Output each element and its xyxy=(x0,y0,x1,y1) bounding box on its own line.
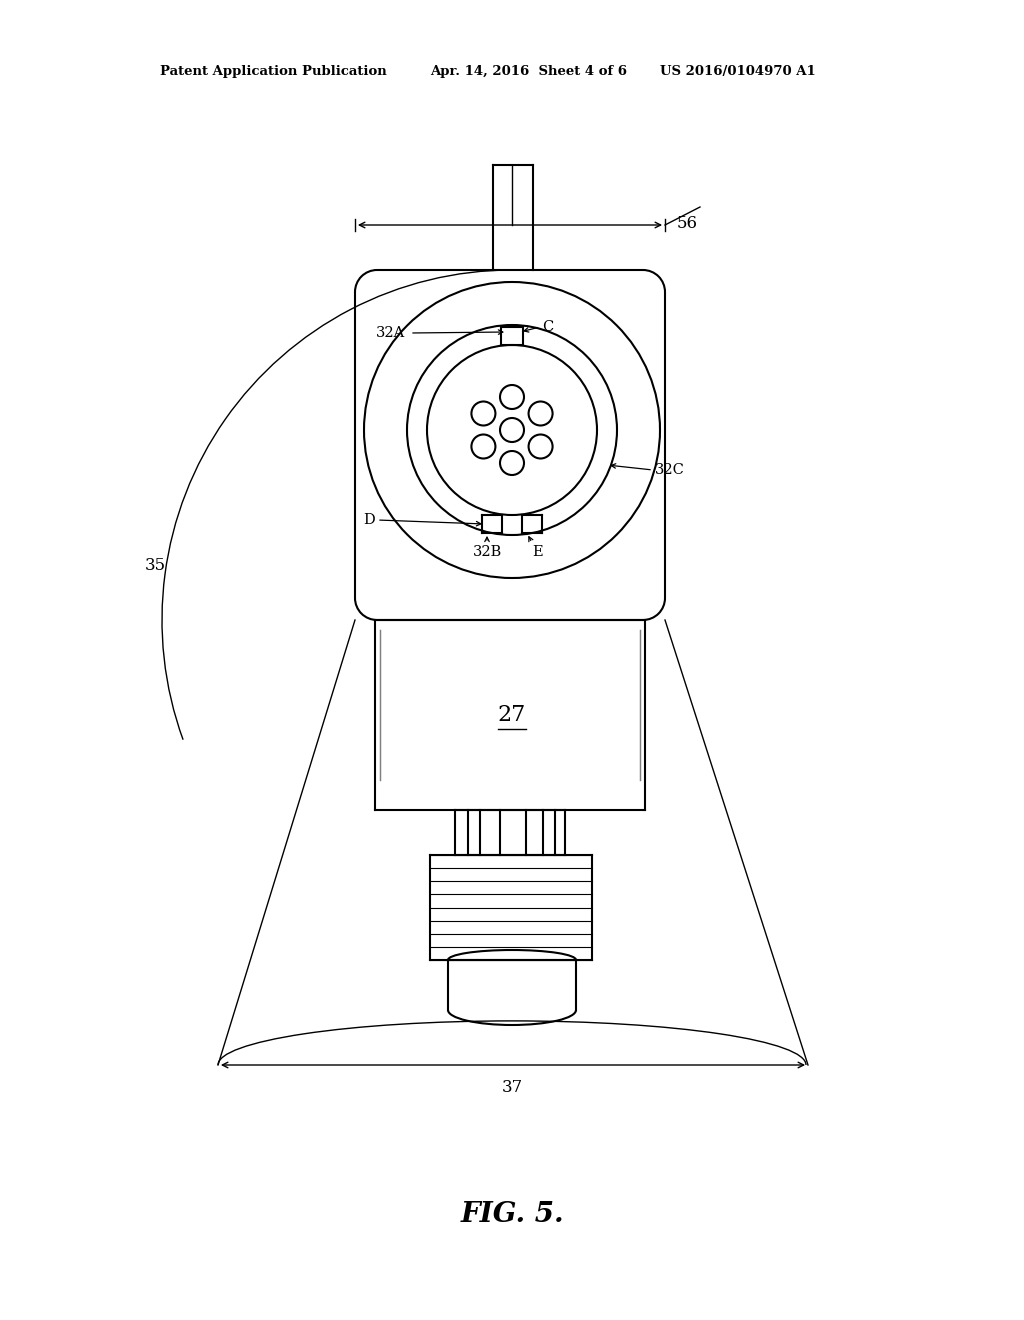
Text: 56: 56 xyxy=(677,214,698,231)
Text: Apr. 14, 2016  Sheet 4 of 6: Apr. 14, 2016 Sheet 4 of 6 xyxy=(430,66,627,78)
Text: US 2016/0104970 A1: US 2016/0104970 A1 xyxy=(660,66,816,78)
Text: 35: 35 xyxy=(144,557,166,573)
Text: D: D xyxy=(364,513,375,527)
Text: 37: 37 xyxy=(502,1078,522,1096)
Text: 32B: 32B xyxy=(472,545,502,558)
Text: FIG. 5.: FIG. 5. xyxy=(460,1201,564,1229)
Text: C: C xyxy=(542,319,553,334)
Text: 32A: 32A xyxy=(376,326,406,341)
Text: 27: 27 xyxy=(498,704,526,726)
Text: Patent Application Publication: Patent Application Publication xyxy=(160,66,387,78)
Text: 32C: 32C xyxy=(655,463,685,477)
Text: E: E xyxy=(532,545,543,558)
